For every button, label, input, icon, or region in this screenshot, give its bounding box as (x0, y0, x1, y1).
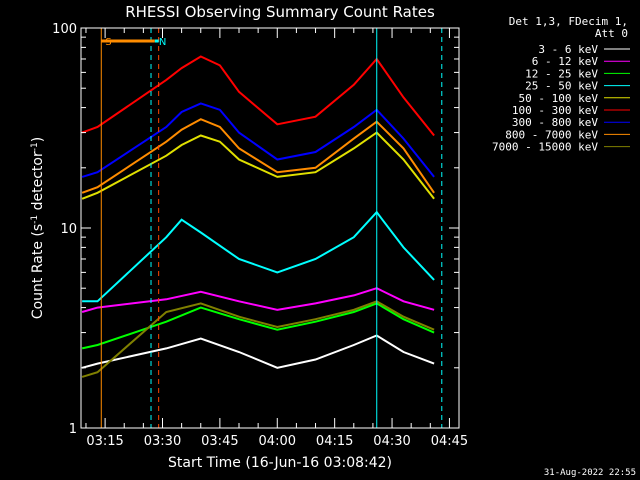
footer-date: 31-Aug-2022 22:55 (544, 468, 636, 478)
legend-label: 25 - 50 keV (525, 80, 598, 93)
y-tick-label: 1 (69, 422, 77, 437)
y-axis-label: Count Rate (s-1 detector-1) (30, 137, 46, 319)
y-tick-label: 10 (60, 222, 77, 237)
axis-layer: 1 10 100 03:15 03:30 03:45 04:00 04:15 04:30 04:4… (52, 22, 468, 449)
x-tick-label: 03:45 (201, 434, 238, 449)
series-line-3 (82, 210, 435, 303)
x-tick-label: 03:15 (86, 434, 123, 449)
x-tick-label: 03:30 (144, 434, 181, 449)
flag-label-0: S (105, 37, 111, 48)
x-tick-label: 04:15 (316, 434, 353, 449)
legend-label: 300 - 800 keV (512, 116, 598, 129)
x-axis-label: Start Time (16-Jun-16 03:08:42) (168, 455, 392, 471)
series-line-2 (81, 302, 435, 350)
series-line-8 (81, 300, 435, 378)
legend-header: Det 1,3, FDecim 1, (509, 15, 628, 28)
x-tick-label: 04:45 (431, 434, 468, 449)
legend-label: 7000 - 15000 keV (492, 141, 598, 154)
series-line-1 (81, 287, 435, 313)
legend-label: 50 - 100 keV (519, 92, 599, 105)
legend-header: Att 0 (595, 27, 628, 40)
legend-label: 12 - 25 keV (525, 67, 598, 80)
legend-label: 800 - 7000 keV (505, 128, 598, 141)
y-tick-label: 100 (52, 22, 77, 37)
series-line-0 (81, 334, 435, 369)
flag-label-1: N (159, 37, 166, 48)
legend-label: 6 - 12 keV (532, 55, 599, 68)
legend-label: 100 - 300 keV (512, 104, 598, 117)
legend-label: 3 - 6 keV (538, 43, 598, 56)
x-tick-label: 04:00 (259, 434, 296, 449)
x-tick-label: 04:30 (373, 434, 410, 449)
chart-title: RHESSI Observing Summary Count Rates (125, 3, 435, 21)
